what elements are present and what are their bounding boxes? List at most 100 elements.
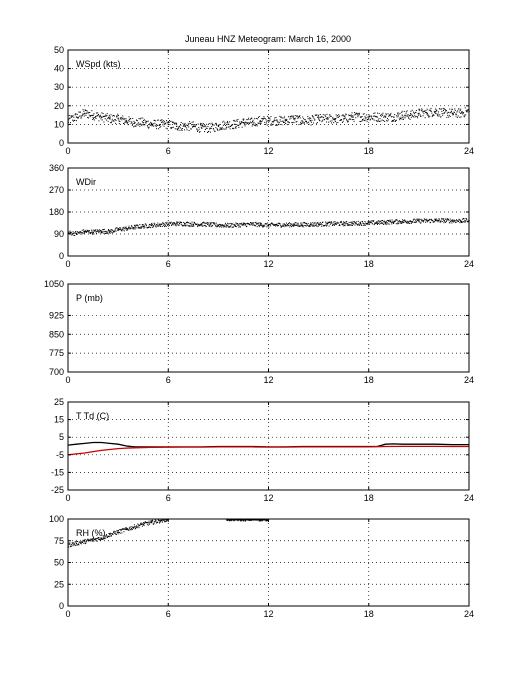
data-point — [85, 542, 87, 544]
data-point — [100, 537, 102, 539]
data-point — [451, 222, 453, 224]
data-point — [225, 128, 227, 130]
data-point — [463, 115, 465, 117]
data-point — [121, 230, 123, 232]
data-point — [395, 219, 397, 221]
data-point — [417, 114, 419, 116]
data-point — [139, 224, 141, 226]
data-point — [104, 118, 106, 120]
data-point — [151, 520, 153, 522]
data-point — [461, 111, 463, 113]
data-point — [142, 117, 144, 119]
data-point — [81, 229, 83, 231]
data-point — [185, 124, 187, 126]
data-point — [206, 222, 208, 224]
data-point — [333, 118, 335, 120]
data-point — [117, 230, 119, 232]
data-point — [146, 523, 148, 525]
data-point — [379, 118, 381, 120]
data-point — [257, 116, 259, 118]
data-point — [315, 222, 317, 224]
data-point — [353, 223, 355, 225]
data-point — [143, 522, 145, 524]
data-point — [184, 122, 186, 124]
data-point — [222, 121, 224, 123]
data-point — [116, 530, 118, 532]
data-point — [167, 125, 169, 127]
data-point — [224, 122, 226, 124]
data-point — [273, 121, 275, 123]
data-point — [105, 114, 107, 116]
data-point — [275, 117, 277, 119]
data-point — [210, 123, 212, 125]
data-point — [259, 520, 261, 522]
data-point — [311, 119, 313, 121]
data-point — [370, 222, 372, 224]
data-point — [281, 124, 283, 126]
data-point — [396, 220, 398, 222]
data-point — [407, 221, 409, 223]
data-point — [84, 541, 86, 543]
data-point — [415, 116, 417, 118]
data-point — [351, 112, 353, 114]
data-point — [161, 223, 163, 225]
data-point — [90, 229, 92, 231]
data-point — [94, 230, 96, 232]
data-point — [101, 119, 103, 121]
data-point — [170, 221, 172, 223]
y-tick-label: 20 — [54, 101, 64, 111]
data-point — [290, 115, 292, 117]
data-point — [154, 521, 156, 523]
data-point — [239, 121, 241, 123]
data-point — [99, 230, 101, 232]
data-point — [296, 121, 298, 123]
data-point — [159, 120, 161, 122]
data-point — [453, 111, 455, 113]
data-point — [313, 225, 315, 227]
data-point — [244, 122, 246, 124]
data-point — [68, 118, 70, 120]
data-point — [303, 118, 305, 120]
data-point — [327, 222, 329, 224]
data-point — [301, 224, 303, 226]
data-point — [266, 226, 268, 228]
data-point — [376, 223, 378, 225]
data-point — [95, 538, 97, 540]
data-point — [381, 221, 383, 223]
data-point — [133, 524, 135, 526]
data-point — [443, 108, 445, 110]
data-point — [392, 223, 394, 225]
data-point — [260, 223, 262, 225]
data-point — [183, 224, 185, 226]
data-point — [158, 224, 160, 226]
data-point — [327, 118, 329, 120]
data-point — [74, 235, 76, 237]
data-point — [345, 113, 347, 115]
data-point — [290, 226, 292, 228]
data-point — [325, 118, 327, 120]
data-point — [202, 222, 204, 224]
data-point — [138, 227, 140, 229]
data-point — [370, 220, 372, 222]
data-point — [259, 519, 261, 521]
data-point — [72, 231, 74, 233]
data-point — [421, 109, 423, 111]
data-point — [240, 121, 242, 123]
data-point — [302, 116, 304, 118]
data-point — [106, 114, 108, 116]
data-point — [130, 122, 132, 124]
data-point — [164, 521, 166, 523]
data-point — [460, 222, 462, 224]
data-point — [252, 222, 254, 224]
data-point — [295, 115, 297, 117]
data-point — [320, 223, 322, 225]
data-point — [458, 111, 460, 113]
data-point — [311, 225, 313, 227]
data-point — [168, 225, 170, 227]
data-point — [291, 223, 293, 225]
data-point — [225, 226, 227, 228]
data-point — [432, 219, 434, 221]
data-point — [459, 222, 461, 224]
data-point — [159, 123, 161, 126]
